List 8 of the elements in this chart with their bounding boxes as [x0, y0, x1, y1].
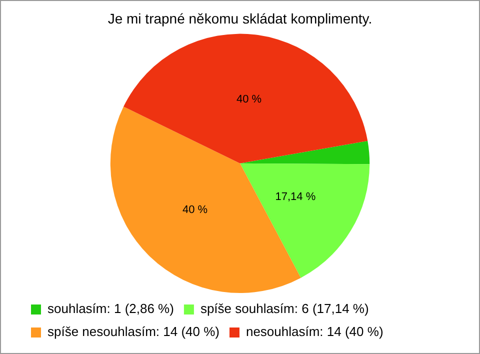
legend-label: spíše nesouhlasím: 14 (40 %) — [48, 324, 220, 340]
legend-label: spíše souhlasím: 6 (17,14 %) — [200, 301, 369, 316]
data-label: 40 % — [182, 204, 208, 216]
legend-label: nesouhlasím: 14 (40 %) — [246, 324, 384, 340]
chart-title: Je mi trapné někomu skládat komplimenty. — [108, 10, 372, 26]
data-label: 17,14 % — [275, 190, 316, 203]
legend-label: souhlasím: 1 (2,86 %) — [48, 301, 174, 316]
data-label: 40 % — [236, 93, 262, 106]
